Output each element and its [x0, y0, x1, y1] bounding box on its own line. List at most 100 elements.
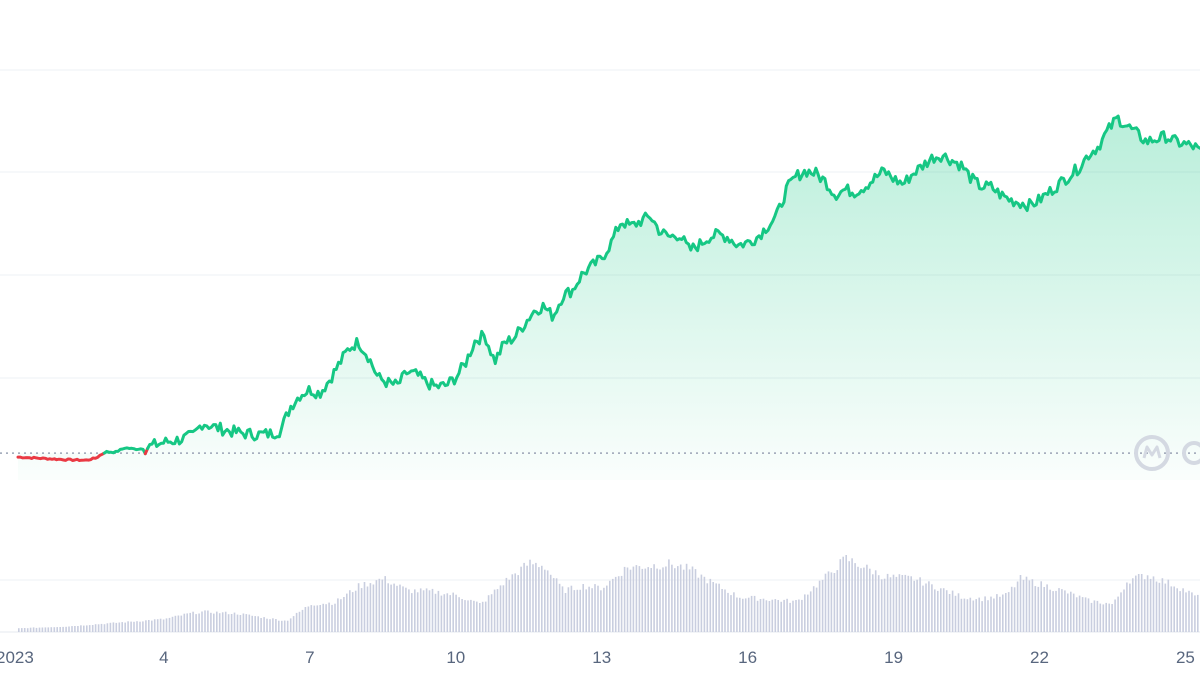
volume-bar-288	[869, 568, 871, 632]
volume-bar-155	[476, 601, 478, 632]
volume-bar-93	[292, 616, 295, 632]
volume-bar-392	[1176, 588, 1178, 632]
x-tick-label-13: 13	[592, 648, 611, 667]
volume-bar-50	[165, 618, 168, 632]
volume-bar-69	[221, 612, 224, 632]
volume-bar-355	[1067, 593, 1069, 632]
volume-bar-107	[334, 603, 336, 632]
volume-bar-276	[833, 573, 836, 632]
volume-bar-338	[1016, 581, 1019, 632]
x-tick-label-4: 4	[159, 648, 168, 667]
volume-bar-218	[662, 567, 664, 632]
volume-bar-49	[162, 619, 165, 632]
x-tick-label-7: 7	[305, 648, 314, 667]
volume-bar-190	[579, 589, 581, 632]
volume-bar-198	[603, 587, 605, 632]
volume-bar-152	[467, 600, 469, 632]
volume-bar-148	[455, 594, 457, 632]
volume-bar-284	[857, 566, 859, 632]
volume-bar-258	[780, 601, 782, 632]
volume-bar-372	[1117, 596, 1119, 632]
volume-bar-10	[47, 627, 50, 632]
volume-bar-381	[1143, 579, 1146, 632]
volume-bar-230	[697, 577, 700, 632]
volume-bar-248	[750, 595, 753, 632]
volume-bar-139	[428, 590, 431, 632]
volume-bar-114	[354, 590, 357, 632]
volume-bar-53	[174, 615, 177, 632]
volume-bar-209	[635, 565, 638, 632]
volume-bar-313	[942, 588, 945, 632]
volume-bar-304	[916, 579, 918, 632]
volume-bar-109	[340, 599, 342, 632]
volume-bar-113	[351, 592, 354, 632]
volume-bar-368	[1105, 602, 1107, 632]
volume-bar-399	[1197, 594, 1199, 632]
volume-bar-39	[133, 621, 135, 632]
volume-bars	[18, 555, 1199, 632]
volume-bar-216	[656, 568, 658, 632]
volume-bar-356	[1070, 591, 1072, 632]
volume-bar-263	[795, 600, 797, 632]
volume-bar-163	[499, 585, 502, 632]
volume-bar-78	[248, 614, 251, 632]
volume-bar-189	[576, 589, 579, 632]
volume-bar-33	[115, 622, 118, 632]
volume-bar-353	[1061, 589, 1063, 632]
volume-bar-158	[484, 601, 487, 632]
volume-bar-169	[517, 575, 519, 632]
volume-bar-162	[496, 589, 499, 632]
volume-bar-214	[650, 568, 652, 632]
volume-bar-322	[969, 597, 972, 632]
volume-bar-246	[744, 598, 747, 632]
volume-bar-22	[83, 625, 85, 632]
volume-bar-373	[1120, 592, 1122, 632]
volume-bar-285	[860, 568, 862, 632]
volume-bar-71	[227, 614, 230, 632]
volume-bar-83	[263, 617, 265, 632]
volume-bar-112	[349, 590, 351, 632]
x-axis-ticks: 2023 4 7 10 13 16 19 22 25	[0, 648, 1195, 667]
volume-bar-94	[295, 612, 298, 632]
volume-bar-87	[275, 619, 277, 632]
volume-bar-90	[283, 620, 286, 632]
volume-bar-290	[874, 570, 877, 632]
volume-bar-300	[904, 574, 907, 632]
volume-bar-73	[233, 612, 236, 632]
volume-bar-95	[298, 611, 301, 632]
volume-bar-206	[626, 567, 629, 632]
volume-bar-6	[35, 627, 38, 632]
volume-bar-43	[145, 620, 147, 632]
volume-bar-192	[585, 589, 587, 632]
volume-bar-279	[842, 556, 844, 632]
volume-bar-265	[801, 599, 803, 632]
volume-bar-67	[216, 611, 218, 632]
volume-bar-20	[77, 626, 79, 632]
volume-bar-137	[422, 590, 425, 632]
volume-bar-237	[718, 583, 720, 632]
volume-bar-394	[1182, 588, 1184, 632]
volume-bar-170	[520, 566, 522, 632]
volume-bar-320	[963, 598, 966, 632]
volume-bar-62	[201, 611, 203, 632]
volume-bar-215	[653, 564, 655, 632]
volume-bar-46	[153, 619, 156, 632]
volume-bar-42	[142, 621, 144, 632]
volume-bar-96	[301, 609, 304, 632]
volume-bar-150	[461, 599, 463, 632]
volume-bar-207	[629, 569, 632, 632]
volume-bar-3	[26, 628, 29, 632]
volume-bar-202	[614, 576, 617, 632]
volume-bar-103	[322, 603, 324, 632]
volume-bar-63	[204, 610, 206, 632]
volume-bar-339	[1019, 575, 1022, 632]
volume-bar-131	[405, 587, 407, 632]
volume-bar-9	[44, 627, 47, 632]
volume-bar-275	[830, 572, 833, 632]
volume-bar-239	[724, 589, 726, 632]
volume-bar-296	[892, 574, 895, 632]
volume-bar-232	[703, 576, 706, 632]
volume-bar-271	[818, 580, 821, 632]
volume-bar-97	[304, 607, 307, 632]
